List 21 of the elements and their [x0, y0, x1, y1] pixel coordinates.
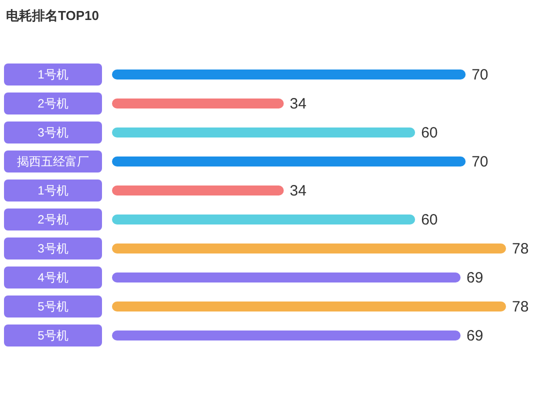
- y-tick-label: 5号机: [38, 328, 68, 342]
- y-tick-label: 4号机: [38, 270, 68, 284]
- data-label: 69: [466, 270, 484, 286]
- y-tick-label: 5号机: [38, 300, 68, 314]
- chart-title: 电耗排名TOP10: [6, 8, 99, 23]
- data-label: 60: [421, 124, 438, 142]
- y-tick-label: 2号机: [38, 212, 68, 226]
- data-label: 69: [466, 328, 484, 344]
- data-label: 78: [512, 298, 529, 316]
- y-tick-label: 揭西五经富厂: [17, 154, 89, 168]
- data-label: 60: [421, 212, 438, 228]
- data-label: 70: [472, 66, 488, 84]
- data-label: 78: [512, 240, 529, 258]
- data-label: 34: [290, 96, 306, 112]
- data-label: 34: [290, 182, 306, 200]
- y-tick-label: 3号机: [38, 126, 68, 140]
- y-tick-label: 3号机: [38, 242, 68, 256]
- y-tick-label: 1号机: [38, 184, 68, 198]
- y-tick-label: 1号机: [38, 68, 68, 82]
- data-label: 70: [472, 154, 488, 170]
- y-tick-label: 2号机: [38, 96, 68, 110]
